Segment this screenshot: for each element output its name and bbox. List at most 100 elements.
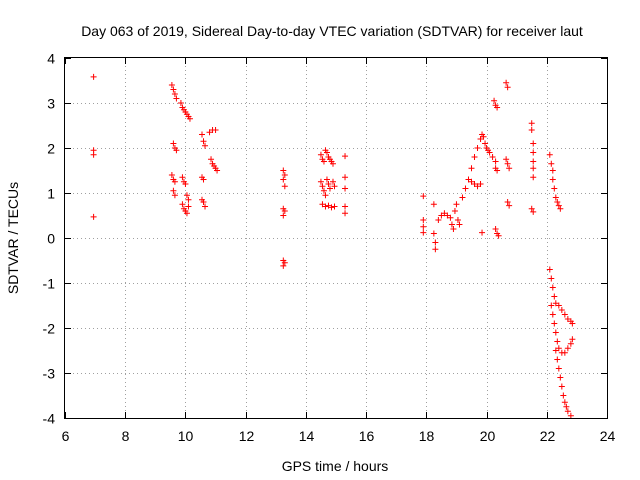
data-point: [168, 172, 175, 178]
data-point: [503, 156, 510, 163]
data-point: [168, 82, 175, 88]
data-point: [171, 91, 178, 97]
data-point: [320, 187, 327, 194]
data-point: [528, 120, 535, 127]
data-point: [451, 208, 458, 214]
data-point: [182, 181, 189, 187]
data-point: [555, 302, 562, 309]
data-point: [329, 178, 336, 185]
data-point: [558, 383, 565, 390]
data-point: [530, 149, 537, 156]
data-point: [185, 203, 192, 210]
data-point: [468, 178, 475, 185]
data-point: [506, 165, 513, 172]
data-point: [477, 136, 484, 142]
y-tick-label: 0: [47, 231, 55, 247]
data-point: [317, 178, 324, 185]
data-point: [528, 205, 535, 212]
y-tick-label: -4: [43, 411, 56, 427]
data-point: [546, 266, 553, 273]
data-point: [329, 160, 336, 167]
data-point: [214, 167, 221, 174]
data-point: [171, 178, 178, 185]
data-point: [555, 202, 562, 209]
data-point: [480, 133, 487, 140]
data-point: [317, 151, 324, 158]
data-point: [482, 140, 489, 147]
x-tick-label: 12: [239, 428, 255, 444]
data-point: [549, 167, 556, 174]
data-point: [322, 203, 329, 210]
data-point: [569, 336, 576, 343]
data-point: [477, 181, 484, 187]
data-point: [548, 302, 555, 309]
x-tick-label: 10: [178, 428, 194, 444]
data-point: [528, 127, 535, 133]
data-point: [567, 340, 574, 347]
data-point: [90, 151, 97, 158]
data-point: [551, 185, 558, 192]
x-axis-label: GPS time / hours: [282, 458, 389, 474]
data-point: [325, 181, 332, 187]
data-point: [564, 345, 571, 352]
data-point: [492, 158, 499, 165]
grid: [65, 58, 607, 418]
data-point: [491, 97, 498, 104]
data-point: [208, 156, 215, 163]
data-point: [468, 165, 475, 172]
data-point: [552, 300, 559, 307]
y-tick-label: 4: [47, 51, 55, 67]
data-point: [561, 311, 568, 318]
data-point: [281, 259, 288, 266]
x-tick-label: 24: [600, 428, 616, 444]
data-point: [323, 176, 330, 183]
data-point: [454, 217, 461, 223]
data-point: [200, 138, 207, 145]
data-point: [430, 201, 437, 208]
x-tick-label: 18: [419, 428, 435, 444]
y-tick-label: 2: [47, 141, 55, 157]
data-point: [474, 145, 481, 151]
data-point: [331, 203, 338, 210]
data-point: [557, 374, 564, 381]
data-point: [561, 349, 568, 356]
data-point: [552, 329, 559, 336]
data-point: [186, 115, 193, 122]
data-point: [554, 199, 561, 205]
data-point: [554, 356, 561, 363]
data-point: [280, 176, 287, 183]
data-point: [474, 183, 481, 190]
data-point: [199, 131, 206, 138]
y-axis-label: SDTVAR / TECUs: [5, 182, 21, 294]
y-tick-label: -1: [43, 276, 56, 292]
data-point: [173, 95, 180, 102]
data-point: [564, 316, 571, 322]
x-tick-label: 20: [480, 428, 496, 444]
y-tick-label: 1: [47, 186, 55, 202]
data-point: [342, 210, 349, 217]
data-point: [494, 167, 501, 174]
data-point: [173, 147, 180, 154]
data-point: [560, 392, 567, 399]
data-point: [319, 183, 326, 190]
data-point: [555, 345, 562, 352]
data-point: [323, 149, 330, 156]
x-tick-label: 14: [299, 428, 315, 444]
data-point: [281, 172, 288, 178]
x-tick-label: 8: [122, 428, 130, 444]
data-point: [558, 307, 565, 313]
data-point: [555, 365, 562, 372]
data-point: [177, 100, 184, 106]
data-point: [549, 284, 556, 291]
data-point: [489, 154, 496, 160]
data-point: [448, 221, 455, 228]
data-point: [420, 223, 427, 230]
data-point: [471, 154, 478, 160]
data-point: [438, 212, 445, 219]
data-point: [200, 176, 207, 183]
data-point: [206, 129, 213, 136]
data-point: [530, 140, 537, 147]
data-point: [170, 86, 177, 93]
